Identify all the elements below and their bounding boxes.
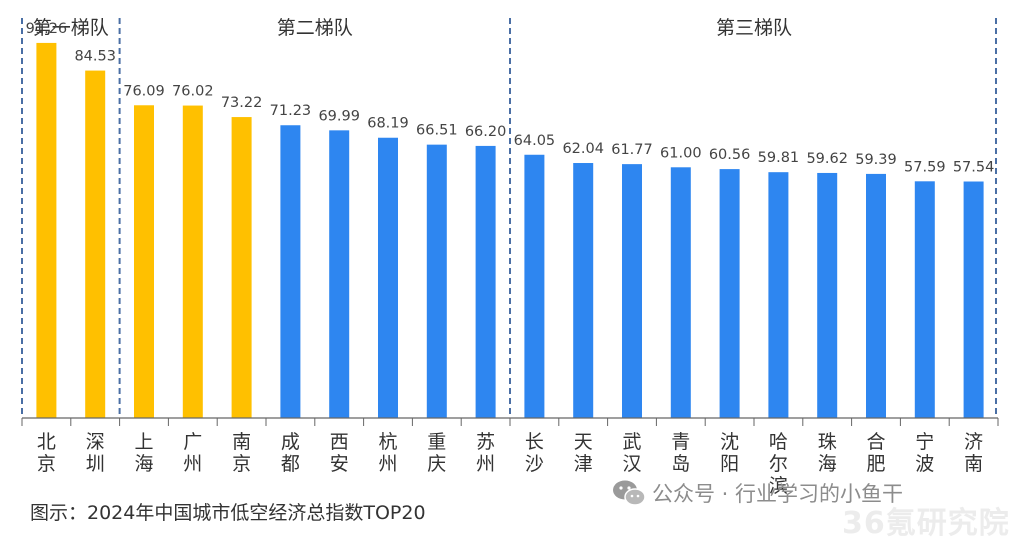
tier-dividers	[21, 18, 997, 418]
bar	[475, 145, 496, 418]
watermark-brand: 36氪研究院	[842, 506, 1010, 541]
bar	[378, 137, 398, 418]
value-label: 60.56	[709, 147, 751, 163]
bar	[866, 173, 886, 418]
value-label: 61.00	[660, 145, 702, 161]
value-label: 62.04	[562, 141, 604, 157]
bar	[817, 172, 838, 418]
value-label: 66.20	[465, 124, 507, 140]
bar	[963, 181, 984, 418]
bar	[329, 130, 350, 418]
category-label: 天津	[574, 431, 593, 475]
watermark-text: 公众号 · 行业学习的小鱼干	[652, 482, 904, 506]
bar	[36, 42, 57, 419]
chart-caption: 图示：2024年中国城市低空经济总指数TOP20	[30, 502, 426, 524]
bar	[524, 154, 545, 418]
category-label: 广州	[183, 431, 202, 475]
category-label: 沈阳	[720, 431, 739, 475]
value-label: 64.05	[514, 133, 556, 149]
value-label: 69.99	[318, 108, 360, 124]
bar	[426, 144, 447, 418]
category-label: 南京	[232, 431, 251, 475]
bar	[573, 163, 594, 418]
value-labels: 91.26 84.53 76.09 76.02 73.22 71.23 69.99 68.19…	[26, 21, 995, 176]
value-label: 61.77	[611, 142, 653, 158]
tier-label: 第三梯队	[716, 17, 792, 39]
value-label: 71.23	[270, 103, 312, 119]
value-label: 73.22	[221, 95, 263, 111]
value-label: 57.59	[904, 159, 946, 175]
bar	[231, 117, 252, 419]
value-label: 84.53	[74, 49, 116, 65]
category-label: 苏州	[476, 431, 495, 475]
bar	[768, 172, 789, 418]
value-label: 59.39	[855, 152, 897, 168]
category-label: 宁波	[915, 431, 934, 475]
value-label: 59.62	[806, 151, 848, 167]
value-label: 66.51	[416, 123, 458, 139]
bar	[719, 169, 740, 418]
category-label: 深圳	[86, 431, 105, 475]
category-label: 成都	[281, 431, 300, 475]
category-label: 长沙	[525, 431, 544, 475]
category-label: 北京	[37, 431, 56, 475]
bar	[622, 164, 642, 418]
tier-label: 第二梯队	[277, 17, 353, 39]
value-label: 59.81	[758, 150, 800, 166]
bar	[670, 167, 691, 418]
bar	[182, 105, 203, 418]
category-label: 合肥	[866, 431, 885, 475]
bars	[36, 42, 984, 419]
x-axis-ticks	[21, 418, 999, 426]
category-label: 西安	[330, 431, 349, 475]
value-label: 91.26	[26, 21, 68, 37]
bar	[914, 181, 935, 418]
category-label: 济南	[964, 431, 983, 475]
wechat-icon	[613, 480, 646, 506]
bar	[134, 105, 154, 418]
value-label: 68.19	[367, 116, 409, 132]
bar-chart: 第一梯队 第二梯队 第三梯队 91.26 84.53 76.09 76.02 73.22 71…	[21, 17, 999, 495]
category-label: 杭州	[378, 431, 397, 475]
value-label: 76.02	[172, 84, 214, 100]
value-label: 57.54	[953, 160, 995, 176]
category-label: 上海	[134, 431, 153, 475]
bar	[85, 70, 106, 419]
tier-labels: 第一梯队 第二梯队 第三梯队	[33, 17, 792, 39]
value-label: 76.09	[123, 83, 165, 99]
category-label: 武汉	[622, 431, 641, 475]
category-label: 青岛	[671, 431, 690, 475]
category-label: 哈尔滨	[769, 431, 788, 495]
category-label: 珠海	[818, 431, 837, 475]
watermark: 公众号 · 行业学习的小鱼干	[612, 478, 903, 508]
tier-label: 第一梯队	[33, 17, 109, 39]
bar	[280, 125, 301, 419]
category-label: 重庆	[427, 431, 446, 475]
